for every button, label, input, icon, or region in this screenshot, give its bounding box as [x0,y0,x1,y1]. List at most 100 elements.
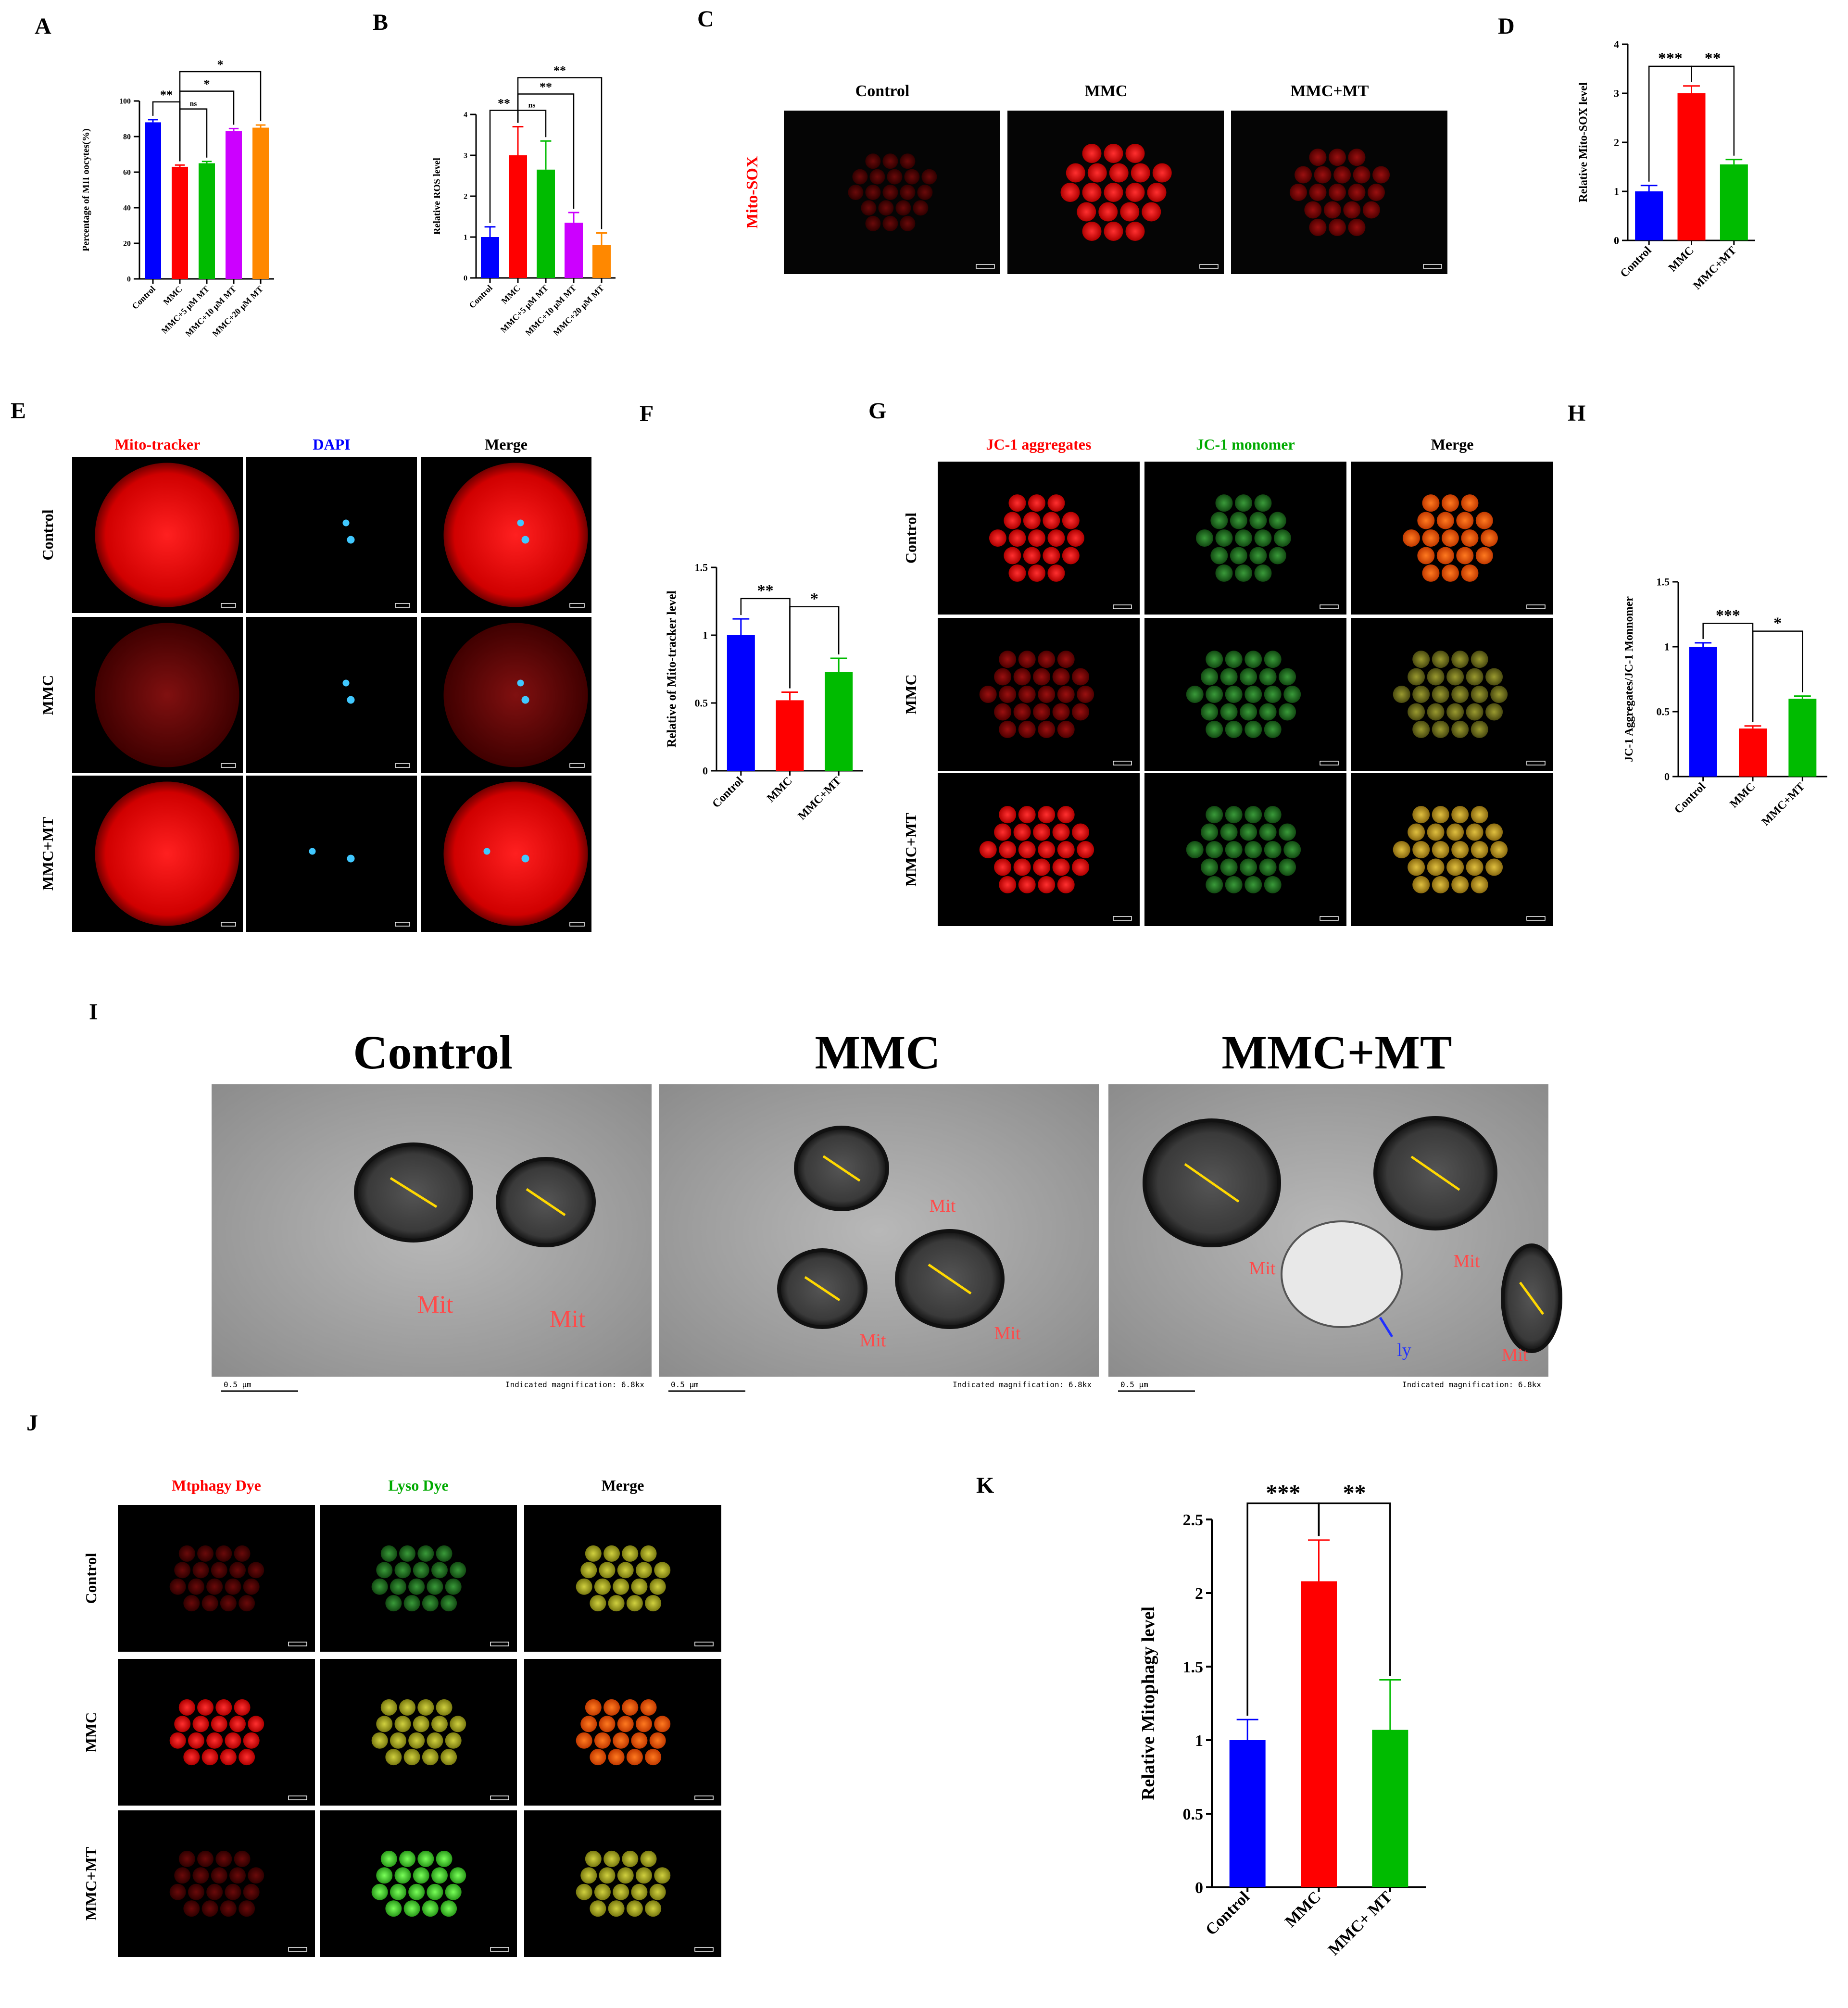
scale-bar [1199,264,1219,269]
sig-label-A: * [217,58,224,72]
oocyte [399,1850,416,1867]
oocyte [585,1699,602,1716]
scale-bar [1320,761,1339,766]
oocyte [1408,823,1425,841]
oocyte [1057,720,1075,738]
bar-F-2 [825,672,853,771]
row-label-E: Control [39,509,56,560]
oocyte [403,1749,420,1766]
oocyte [385,1595,402,1612]
sig-bracket-F [789,606,840,689]
oocyte [422,1595,439,1612]
oocyte [999,651,1017,668]
y-tick-label-A: 20 [123,240,131,248]
column-title-J: Mtphagy Dye [172,1477,261,1494]
bar-B-4 [592,245,611,278]
oocyte [215,1850,232,1867]
oocyte [917,185,933,200]
oocyte [1259,668,1277,686]
oocyte [1422,564,1440,582]
mit-label: Mit [1502,1345,1528,1365]
bar-D-1 [1677,93,1706,240]
oocyte [1057,686,1075,703]
oocyte [371,1578,388,1595]
oocytes-G [1393,651,1508,738]
oocyte [649,1732,666,1749]
y-tick-label-D: 4 [1614,38,1619,50]
oocyte [1047,529,1065,547]
scale-bar [694,1947,714,1952]
y-tick-label-K: 1.5 [1183,1658,1204,1676]
oocyte [201,1749,218,1766]
oocytes-J [576,1545,671,1612]
dapi-spot [521,536,529,544]
oocyte [1018,876,1036,893]
sig-label-F: * [810,590,818,608]
oocyte [1038,720,1056,738]
oocyte [1485,703,1503,721]
oocyte [1057,806,1075,824]
oocytes-J [371,1545,466,1612]
oocyte [1393,841,1410,858]
row-label-G: MMC+MT [902,813,919,886]
scale-bar [569,603,585,608]
chart-H: 0 0.5 1 1.5 Control MMC MMC+MT JC-1 Aggregates/… [1623,576,1827,828]
category-label-A: MMC+5 μM MT [160,284,211,336]
oocyte [1314,166,1332,184]
oocyte [174,1716,191,1732]
oocyte [622,1545,639,1562]
oocyte [1309,184,1327,201]
bar-B-0 [481,237,499,278]
oocyte [900,185,916,200]
dapi-spot [483,848,490,855]
oocyte [417,1699,434,1716]
category-label-H: Control [1672,780,1708,816]
oocyte [1215,564,1233,582]
oocyte [580,1562,597,1579]
oocyte [1018,651,1036,668]
scale-bar [569,922,585,927]
oocyte [1225,686,1243,703]
oocyte [613,1578,629,1595]
bar-B-2 [537,169,555,278]
oocyte [576,1883,592,1900]
oocytes-C-2 [1289,149,1390,236]
oocyte [1240,703,1257,721]
row-label-J: MMC [82,1712,100,1753]
bar-B-3 [565,223,583,278]
y-tick-label-A: 60 [123,169,131,177]
oocyte [1466,668,1483,686]
oocyte [904,169,920,185]
oocyte [408,1578,425,1595]
oocyte [413,1867,429,1884]
row-label-E: MMC+MT [39,817,56,891]
y-axis-label-B: Relative ROS level [432,158,442,235]
oocyte [594,1578,611,1595]
oocyte [608,1900,625,1917]
oocyte [413,1562,429,1579]
oocyte [1038,806,1056,824]
oocyte [1240,858,1257,876]
category-label-B: MMC+10 μM MT [523,283,578,338]
oocyte [1283,686,1301,703]
sig-label-B: ** [553,64,566,78]
tem-scale-text: 0.5 μm [671,1380,699,1389]
sig-bracket-D [1691,65,1735,156]
mit-label: Mit [994,1323,1021,1343]
oocyte [1254,529,1272,547]
scale-bar [569,763,585,768]
oocyte [580,1867,597,1884]
oocytes-G [1186,651,1301,738]
oocyte [852,169,868,185]
scale-bar [1526,916,1546,921]
column-title-G: JC-1 aggregates [986,436,1092,453]
oocyte [1201,703,1219,721]
y-axis-label-K: Relative Mitophagy level [1138,1606,1158,1800]
oocyte [1348,218,1366,236]
oocyte [1446,668,1464,686]
oocyte [1023,547,1041,565]
category-label-B: MMC+20 μM MT [551,283,605,338]
oocyte [1220,703,1238,721]
oocyte [380,1850,397,1867]
